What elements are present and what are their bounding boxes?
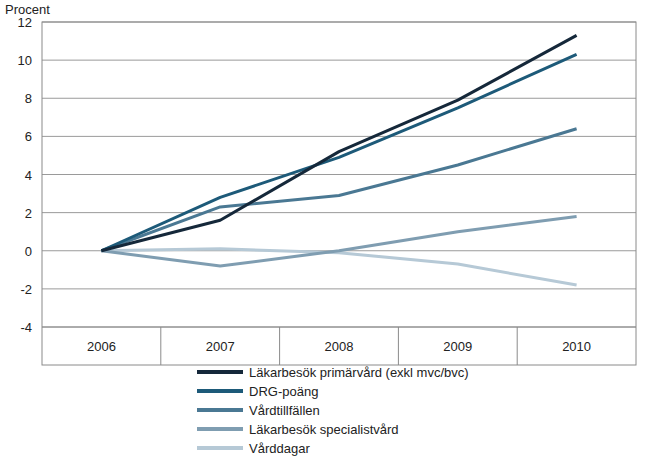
grid-line: [42, 98, 636, 99]
x-tick-label: 2008: [325, 339, 354, 354]
y-tick-label: 4: [25, 168, 32, 183]
y-tick-label: 10: [18, 53, 32, 68]
y-tick-label: 6: [25, 129, 32, 144]
legend-swatch: [197, 370, 243, 374]
y-tick-label: -4: [20, 320, 32, 335]
series-line: [101, 35, 576, 250]
y-tick-label: 12: [18, 15, 32, 30]
x-tick-label: 2009: [443, 339, 472, 354]
legend-swatch: [197, 427, 243, 431]
grid-line: [42, 212, 636, 213]
grid-line: [42, 174, 636, 175]
x-tick-label: 2006: [87, 339, 116, 354]
plot-frame: [42, 22, 636, 365]
legend-label: Läkarbesök primärvård (exkl mvc/bvc): [249, 365, 469, 380]
legend-label: Läkarbesök specialistvård: [249, 422, 399, 437]
x-tick-label: 2010: [562, 339, 591, 354]
x-divider: [517, 327, 518, 365]
y-tick-label: 0: [25, 244, 32, 259]
legend: Läkarbesök primärvård (exkl mvc/bvc) DRG-…: [197, 365, 469, 456]
x-divider: [398, 327, 399, 365]
grid-line: [42, 327, 636, 328]
x-divider: [279, 327, 280, 365]
grid-line: [42, 60, 636, 61]
grid-line: [42, 288, 636, 289]
legend-label: DRG-poäng: [249, 384, 318, 399]
series-line: [101, 249, 576, 285]
legend-swatch: [197, 446, 243, 450]
y-tick-label: 2: [25, 206, 32, 221]
x-axis: [42, 327, 636, 328]
x-tick-label: 2007: [206, 339, 235, 354]
legend-label: Vårdtillfällen: [249, 403, 320, 418]
chart: Procent-4-202468101220062007200820092010…: [0, 0, 661, 465]
x-divider: [160, 327, 161, 365]
legend-label: Vårddagar: [249, 441, 310, 456]
legend-swatch: [197, 408, 243, 412]
y-tick-label: 8: [25, 91, 32, 106]
y-tick-label: -2: [20, 282, 32, 297]
series-group: [101, 35, 576, 285]
legend-swatch: [197, 389, 243, 393]
